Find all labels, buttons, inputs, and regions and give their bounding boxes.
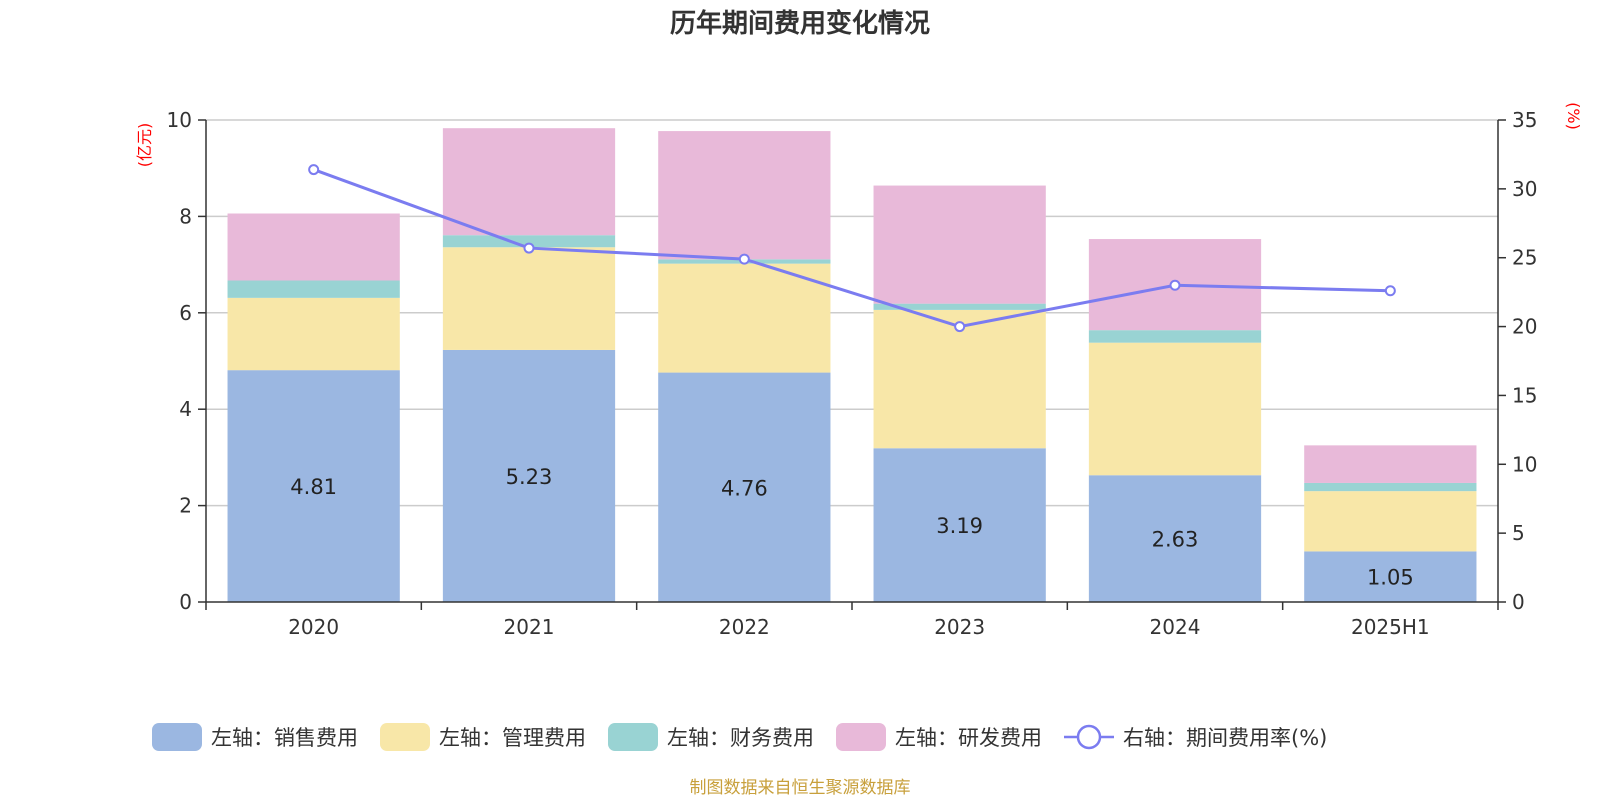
bar-segment-3: [1304, 445, 1477, 483]
rate-line: [308, 164, 1396, 333]
bar-segment-1: [1088, 342, 1262, 476]
axes: 0 2 4 6 8 10 0 5 10 15 20 25 30 35 2020 2021 2022 2023 202…: [167, 108, 1538, 639]
right-tick-label: 0: [1512, 590, 1525, 614]
rate-point: [523, 242, 535, 254]
bar-segment-0: [1088, 475, 1262, 602]
rate-point: [308, 164, 320, 176]
x-tick-label: 2022: [719, 615, 770, 639]
x-tick-label: 2024: [1150, 615, 1201, 639]
bar-value-label: 4.76: [721, 476, 768, 500]
left-axis-unit: (亿元): [135, 123, 154, 168]
bar-segment-1: [1304, 491, 1477, 552]
bar-value-label: 3.19: [936, 514, 983, 538]
left-tick-label: 4: [179, 397, 192, 421]
bar-segment-2: [1304, 482, 1477, 492]
bar-segment-3: [873, 185, 1046, 304]
legend-label: 左轴：销售费用: [211, 726, 358, 750]
rate-point: [1169, 279, 1181, 291]
bars: [227, 128, 1477, 602]
x-tick-label: 2021: [504, 615, 555, 639]
right-tick-label: 10: [1512, 452, 1537, 476]
bar-segment-0: [1304, 551, 1477, 602]
grid: [206, 119, 1498, 507]
legend-swatch-0: [152, 723, 202, 751]
bar-segment-2: [442, 235, 616, 248]
bar-value-label: 4.81: [290, 475, 337, 499]
bar-value-label: 5.23: [506, 465, 553, 489]
legend-label: 左轴：研发费用: [895, 726, 1042, 750]
left-tick-label: 8: [179, 204, 192, 228]
rate-line-path: [313, 168, 1391, 329]
right-tick-label: 5: [1512, 521, 1525, 545]
right-tick-label: 30: [1512, 177, 1537, 201]
x-tick-label: 2023: [934, 615, 985, 639]
chart-title: 历年期间费用变化情况: [670, 8, 930, 39]
bar-segment-2: [1088, 330, 1262, 343]
bar-segment-3: [227, 213, 400, 281]
bar-segment-1: [658, 263, 831, 373]
bar-segment-0: [442, 349, 616, 602]
right-tick-label: 20: [1512, 315, 1537, 339]
bar-segment-2: [873, 303, 1046, 310]
rate-point: [954, 321, 966, 333]
bar-segment-1: [442, 247, 616, 350]
legend-swatch-marker: [1076, 724, 1102, 750]
left-tick-label: 2: [179, 494, 192, 518]
bar-segment-0: [227, 370, 400, 602]
bar-segment-1: [873, 309, 1046, 449]
left-tick-label: 6: [179, 301, 192, 325]
rate-point: [738, 253, 750, 265]
legend: 左轴：销售费用 左轴：管理费用 左轴：财务费用 左轴：研发费用 右轴：期间费用率(%): [152, 723, 1327, 751]
left-tick-label: 0: [179, 590, 192, 614]
source-note: 制图数据来自恒生聚源数据库: [690, 778, 911, 798]
legend-label: 右轴：期间费用率(%): [1123, 726, 1327, 750]
bar-segment-0: [873, 448, 1046, 602]
bar-segment-0: [658, 372, 831, 602]
rate-point: [1384, 285, 1396, 297]
legend-label: 左轴：管理费用: [439, 726, 586, 750]
right-tick-label: 35: [1512, 108, 1537, 132]
bar-segment-3: [658, 131, 831, 260]
right-axis-unit: (%): [1564, 102, 1583, 130]
bar-segment-1: [227, 297, 400, 371]
x-tick-label: 2020: [288, 615, 339, 639]
bar-segment-2: [227, 280, 400, 298]
bar-value-label: 1.05: [1367, 566, 1414, 590]
right-tick-label: 25: [1512, 246, 1537, 270]
x-tick-label: 2025H1: [1351, 615, 1430, 639]
left-tick-label: 10: [167, 108, 192, 132]
legend-swatch-1: [380, 723, 430, 751]
bar-value-label: 2.63: [1152, 528, 1199, 552]
bar-segment-3: [442, 128, 616, 236]
legend-swatch-3: [836, 723, 886, 751]
legend-swatch-2: [608, 723, 658, 751]
legend-label: 左轴：财务费用: [667, 726, 814, 750]
bar-labels: 4.81 5.23 4.76 3.19 2.63 1.05: [290, 465, 1413, 590]
right-tick-label: 15: [1512, 383, 1537, 407]
